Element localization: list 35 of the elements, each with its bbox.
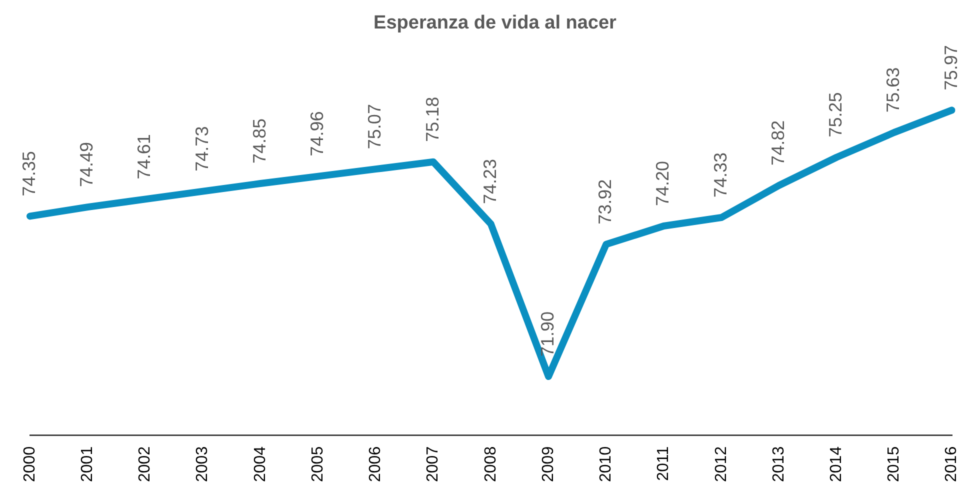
x-tick-label: 2015	[886, 446, 903, 482]
data-label: 74.85	[249, 118, 270, 164]
x-tick-label: 2009	[540, 446, 557, 482]
data-label: 74.23	[480, 159, 500, 204]
x-tick-label: 2016	[943, 446, 960, 482]
x-tick-label: 2002	[136, 446, 154, 482]
x-tick-label: 2000	[21, 446, 38, 482]
data-label: 71.90	[537, 311, 558, 357]
x-tick-label: 2011	[655, 446, 672, 481]
x-tick-label: 2004	[252, 446, 269, 482]
data-label: 75.18	[422, 96, 442, 142]
data-label: 75.63	[883, 67, 904, 112]
x-tick-label: 2003	[194, 446, 212, 482]
x-tick-label: 2013	[770, 446, 788, 482]
data-label: 74.33	[710, 152, 730, 198]
data-label: 74.96	[307, 111, 328, 156]
chart-title: Esperanza de vida al nacer	[374, 12, 618, 34]
data-label: 74.20	[652, 160, 673, 206]
x-tick-label: 2007	[424, 446, 442, 482]
x-tick-label: 2006	[367, 446, 384, 482]
data-label: 74.61	[134, 134, 154, 180]
x-tick-label: 2001	[79, 446, 96, 482]
data-label: 74.82	[768, 120, 788, 166]
data-label: 75.25	[826, 92, 846, 138]
data-label: 73.92	[595, 179, 616, 224]
data-label: 75.97	[940, 45, 961, 90]
data-label: 74.35	[18, 151, 39, 196]
x-tick-label: 2005	[309, 446, 326, 482]
data-label: 75.07	[364, 104, 385, 150]
data-label: 74.49	[76, 142, 97, 188]
x-tick-label: 2010	[598, 446, 615, 482]
data-label: 74.73	[192, 126, 212, 172]
x-tick-label: 2014	[828, 446, 845, 482]
x-tick-label: 2008	[482, 446, 500, 482]
x-tick-label: 2012	[712, 446, 730, 482]
